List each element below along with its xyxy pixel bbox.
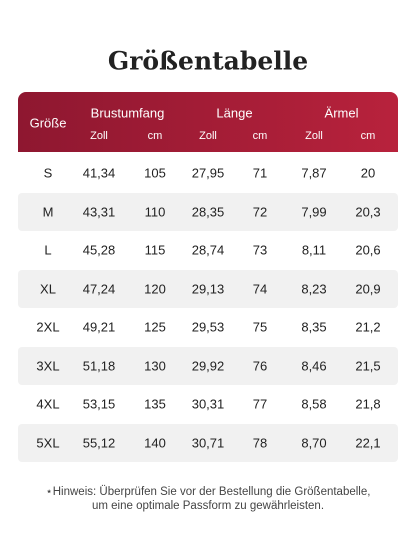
- group-header: Brustumfang: [90, 105, 165, 121]
- unit-header: cm: [360, 130, 376, 142]
- size-header: Größe: [29, 115, 67, 131]
- cell: L: [44, 242, 52, 258]
- note: um eine optimale Passform zu gewährleist…: [91, 500, 325, 512]
- group-header: Länge: [216, 105, 253, 121]
- cell: 125: [144, 319, 166, 335]
- cell: 5XL: [36, 435, 60, 451]
- cell: 47,24: [82, 281, 116, 297]
- cell: 7,87: [301, 165, 327, 181]
- cell: 20,6: [355, 242, 381, 258]
- unit-header: cm: [252, 130, 268, 142]
- row-band: [18, 346, 398, 385]
- cell: 45,28: [82, 242, 116, 258]
- row-band: [18, 423, 398, 462]
- cell: 78: [252, 435, 268, 451]
- group-header: Ärmel: [324, 105, 359, 121]
- cell: 41,34: [82, 165, 116, 181]
- cell: 105: [144, 165, 166, 181]
- cell: 28,74: [191, 242, 225, 258]
- table-header: [18, 92, 398, 152]
- cell: 21,8: [355, 396, 381, 412]
- cell: 4XL: [36, 396, 60, 412]
- cell: 115: [144, 242, 166, 258]
- cell: 130: [144, 358, 166, 374]
- row-band: [18, 269, 398, 308]
- unit-header: Zoll: [305, 130, 323, 142]
- cell: 73: [252, 242, 268, 258]
- unit-header: cm: [147, 130, 163, 142]
- cell: 3XL: [36, 358, 60, 374]
- cell: 53,15: [82, 396, 116, 412]
- cell: M: [42, 204, 54, 220]
- cell: 21,5: [355, 358, 381, 374]
- cell: 2XL: [36, 319, 60, 335]
- cell: 75: [252, 319, 268, 335]
- cell: 71: [252, 165, 268, 181]
- cell: 140: [144, 435, 166, 451]
- cell: 77: [252, 396, 268, 412]
- cell: 29,13: [191, 281, 225, 297]
- cell: 30,31: [191, 396, 225, 412]
- cell: 7,99: [301, 204, 327, 220]
- cell: 21,2: [355, 319, 381, 335]
- cell: 20: [360, 165, 376, 181]
- unit-header: Zoll: [199, 130, 217, 142]
- cell: 120: [144, 281, 166, 297]
- cell: 8,23: [301, 281, 327, 297]
- cell: 20,3: [355, 204, 381, 220]
- cell: 43,31: [82, 204, 116, 220]
- cell: 49,21: [82, 319, 116, 335]
- cell: 28,35: [191, 204, 225, 220]
- row-band: [18, 192, 398, 231]
- cell: 8,11: [301, 242, 327, 258]
- unit-header: Zoll: [90, 130, 108, 142]
- cell: 110: [144, 204, 166, 220]
- cell: 8,58: [301, 396, 327, 412]
- cell: XL: [40, 281, 56, 297]
- cell: 135: [144, 396, 166, 412]
- cell: 74: [252, 281, 268, 297]
- cell: 72: [252, 204, 268, 220]
- cell: 8,35: [301, 319, 327, 335]
- cell: S: [43, 165, 53, 181]
- cell: 76: [252, 358, 268, 374]
- cell: 8,70: [301, 435, 327, 451]
- cell: 27,95: [191, 165, 225, 181]
- title: Größentabelle: [107, 46, 309, 76]
- note: ⋆Hinweis: Überprüfen Sie vor der Bestell…: [45, 486, 371, 498]
- cell: 29,92: [191, 358, 225, 374]
- cell: 20,9: [355, 281, 381, 297]
- cell: 51,18: [82, 358, 116, 374]
- cell: 55,12: [82, 435, 116, 451]
- cell: 30,71: [191, 435, 225, 451]
- cell: 29,53: [191, 319, 225, 335]
- cell: 22,1: [355, 435, 381, 451]
- cell: 8,46: [301, 358, 327, 374]
